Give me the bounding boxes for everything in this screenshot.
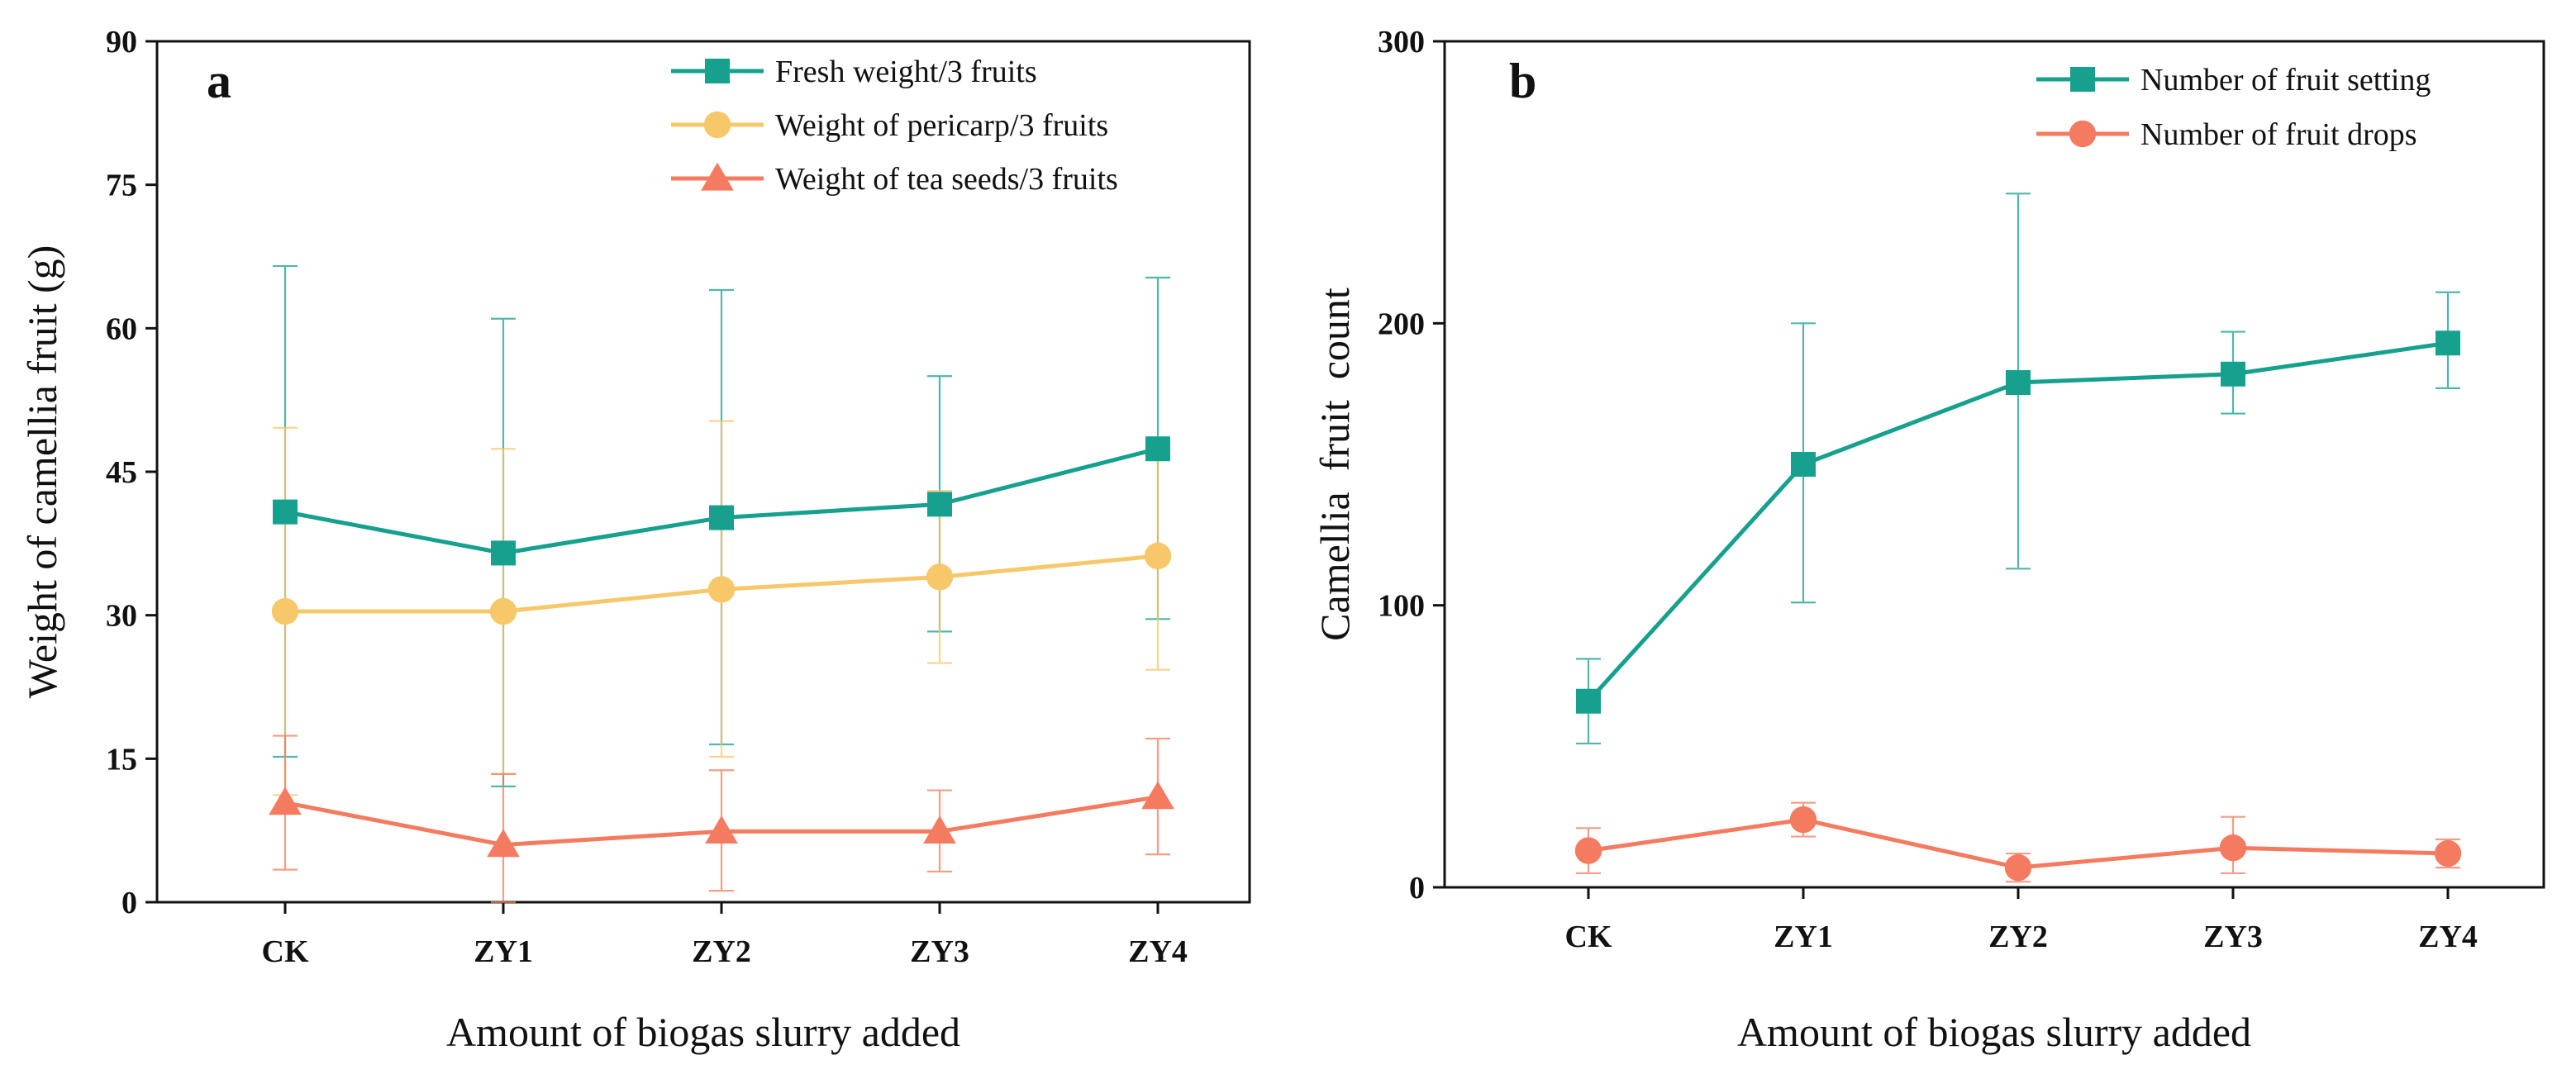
y-tick-label: 30 — [106, 599, 137, 634]
data-point — [2434, 839, 2462, 867]
legend: Fresh weight/3 fruits Weight of pericarp/… — [671, 55, 1118, 197]
data-point — [491, 540, 516, 566]
y-tick-label: 60 — [106, 311, 137, 346]
x-tick-label: ZY2 — [692, 934, 751, 969]
data-point — [2004, 853, 2032, 882]
data-point — [927, 492, 952, 517]
legend-marker — [705, 59, 730, 83]
y-tick-label: 75 — [106, 169, 137, 203]
data-point — [1141, 781, 1174, 810]
data-point — [2221, 361, 2245, 387]
chart-panel-a: 0 15 30 45 60 75 90 CK ZY1 ZY2 ZY3 ZY4 Amount of bio… — [19, 25, 1251, 1055]
x-tick-label: ZY4 — [2418, 920, 2478, 954]
x-tick-label: ZY1 — [474, 934, 533, 969]
data-point — [273, 499, 298, 525]
legend-marker — [2069, 120, 2097, 148]
data-point — [1576, 688, 1601, 714]
data-point — [2436, 330, 2460, 356]
legend-label: Fresh weight/3 fruits — [775, 55, 1037, 89]
data-point — [705, 815, 738, 844]
x-tick-label: ZY1 — [1774, 920, 1833, 954]
data-point — [489, 597, 517, 625]
plot-frame — [1443, 40, 2545, 889]
legend-marker — [701, 162, 734, 191]
data-point — [926, 563, 954, 591]
legend-marker — [703, 111, 731, 139]
data-point — [271, 597, 299, 625]
y-tick-label: 200 — [1378, 307, 1425, 341]
data-point — [269, 787, 302, 815]
legend-label: Number of fruit setting — [2140, 63, 2431, 97]
series-0 — [1576, 193, 2460, 745]
data-point — [1144, 542, 1172, 570]
x-axis-title: Amount of biogas slurry added — [446, 1009, 960, 1055]
x-tick-label: CK — [1565, 920, 1612, 954]
x-axis-title: Amount of biogas slurry added — [1737, 1009, 2251, 1055]
data-point — [2006, 370, 2031, 396]
data-point — [487, 829, 520, 858]
series-1 — [273, 420, 1170, 796]
data-point — [709, 505, 734, 530]
y-tick-label: 300 — [1378, 25, 1425, 59]
data-point — [1574, 837, 1602, 864]
data-point — [707, 576, 736, 603]
legend-label: Number of fruit drops — [2140, 117, 2417, 152]
x-tick-label: ZY3 — [2203, 920, 2263, 954]
x-tick-label: ZY2 — [1988, 920, 2048, 954]
y-axis-title: Weight of camellia fruit (g) — [19, 245, 65, 699]
data-point — [1791, 452, 1816, 477]
x-tick-label: CK — [262, 934, 309, 969]
y-tick-label: 15 — [106, 742, 137, 777]
data-point — [1145, 436, 1170, 462]
panel-label: b — [1509, 54, 1536, 108]
y-tick-label: 0 — [1409, 871, 1425, 906]
panel-label: a — [207, 54, 231, 108]
legend-label: Weight of tea seeds/3 fruits — [775, 162, 1118, 197]
legend-label: Weight of pericarp/3 fruits — [775, 108, 1108, 143]
y-axis-title: Camellia fruit count — [1312, 288, 1358, 641]
data-point — [1789, 806, 1817, 834]
data-point — [2219, 834, 2247, 862]
y-tick-label: 100 — [1378, 589, 1425, 624]
chart-panel-b: 0 100 200 300 CK ZY1 ZY2 ZY3 ZY4 Amount of biogas… — [1312, 25, 2545, 1055]
data-point — [923, 815, 956, 844]
y-tick-label: 90 — [106, 25, 137, 59]
legend-marker — [2070, 67, 2095, 92]
y-tick-label: 0 — [121, 886, 137, 920]
x-tick-label: ZY3 — [910, 934, 969, 969]
x-tick-label: ZY4 — [1128, 934, 1188, 969]
legend: Number of fruit setting Number of fruit d… — [2036, 63, 2431, 152]
y-tick-label: 45 — [106, 455, 137, 490]
